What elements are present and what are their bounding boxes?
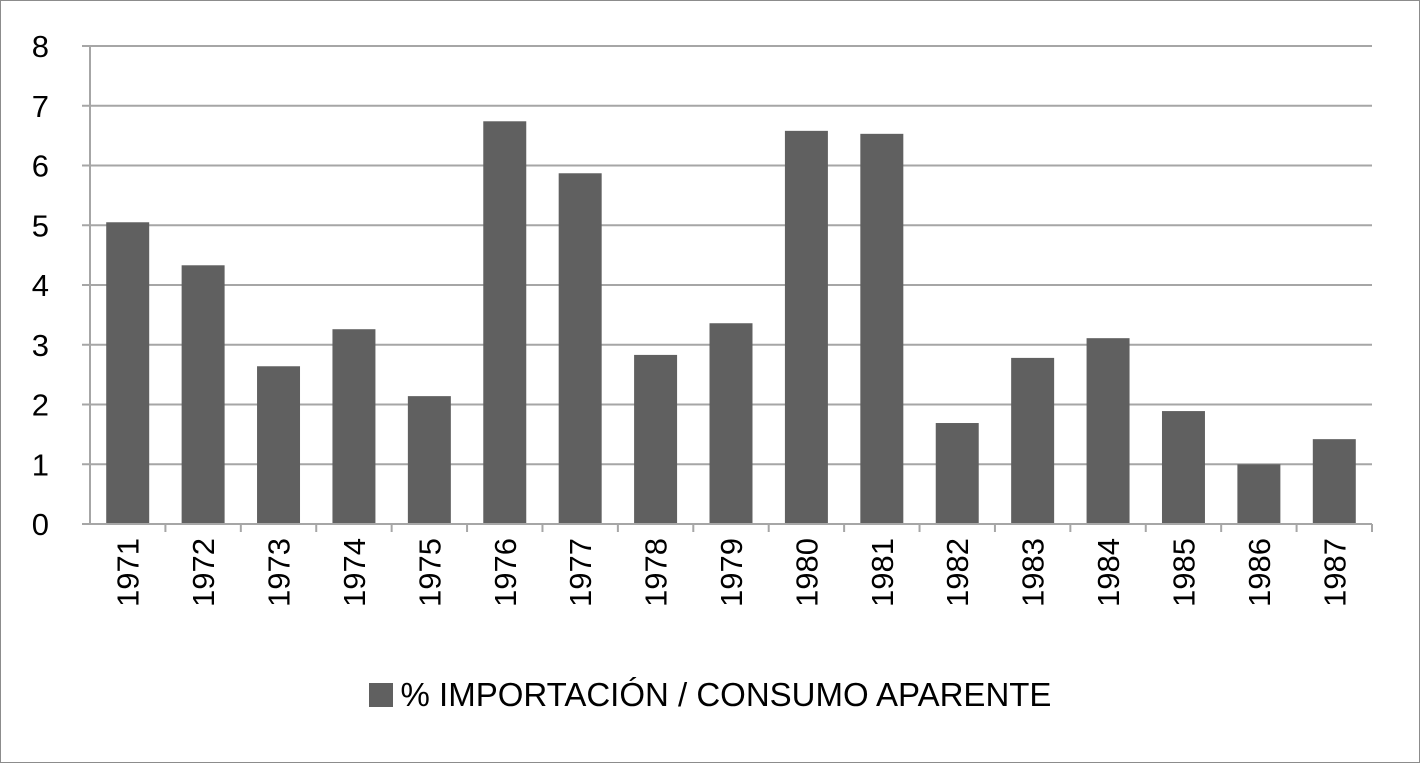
x-tick-label: 1987 [1317,538,1352,607]
bar-1985 [1161,411,1205,524]
bar-1987 [1312,439,1356,524]
y-tick-label: 6 [32,149,49,184]
x-tick-label: 1984 [1091,538,1126,607]
legend-label: % IMPORTACIÓN / CONSUMO APARENTE [400,676,1052,713]
bar-1972 [181,265,225,524]
x-tick-label: 1986 [1242,538,1277,607]
bar-1981 [860,133,904,524]
x-tick-label: 1977 [563,538,598,607]
bar-1977 [558,173,602,524]
bar-1978 [634,354,678,524]
bar-1979 [709,323,753,524]
x-tick-label: 1976 [488,538,523,607]
bar-1975 [407,396,451,524]
legend-swatch [368,683,393,707]
x-tick-label: 1979 [714,538,749,607]
x-tick-label: 1985 [1166,538,1201,607]
legend: % IMPORTACIÓN / CONSUMO APARENTE [1,676,1419,714]
y-tick-label: 4 [32,268,49,303]
x-tick-label: 1974 [337,538,372,607]
x-tick-label: 1983 [1016,538,1051,607]
bar-1984 [1086,338,1130,524]
bar-1973 [257,366,301,524]
x-tick-label: 1975 [412,538,447,607]
bar-1974 [332,329,376,524]
x-tick-label: 1978 [639,538,674,607]
y-tick-label: 5 [32,208,49,243]
x-tick-label: 1982 [940,538,975,607]
y-tick-label: 2 [32,388,49,423]
bar-1971 [106,222,150,524]
bar-1986 [1237,464,1281,524]
bar-1980 [784,130,828,524]
x-tick-label: 1971 [111,538,146,607]
x-tick-label: 1980 [789,538,824,607]
bar-1982 [935,423,979,524]
x-tick-label: 1973 [262,538,297,607]
x-tick-label: 1981 [865,538,900,607]
y-tick-label: 7 [32,89,49,124]
bar-1976 [483,121,527,524]
x-tick-label: 1972 [186,538,221,607]
y-tick-label: 3 [32,328,49,363]
bar-1983 [1011,357,1055,524]
y-tick-label: 1 [32,447,49,482]
y-tick-label: 8 [32,29,49,64]
y-tick-label: 0 [32,507,49,542]
